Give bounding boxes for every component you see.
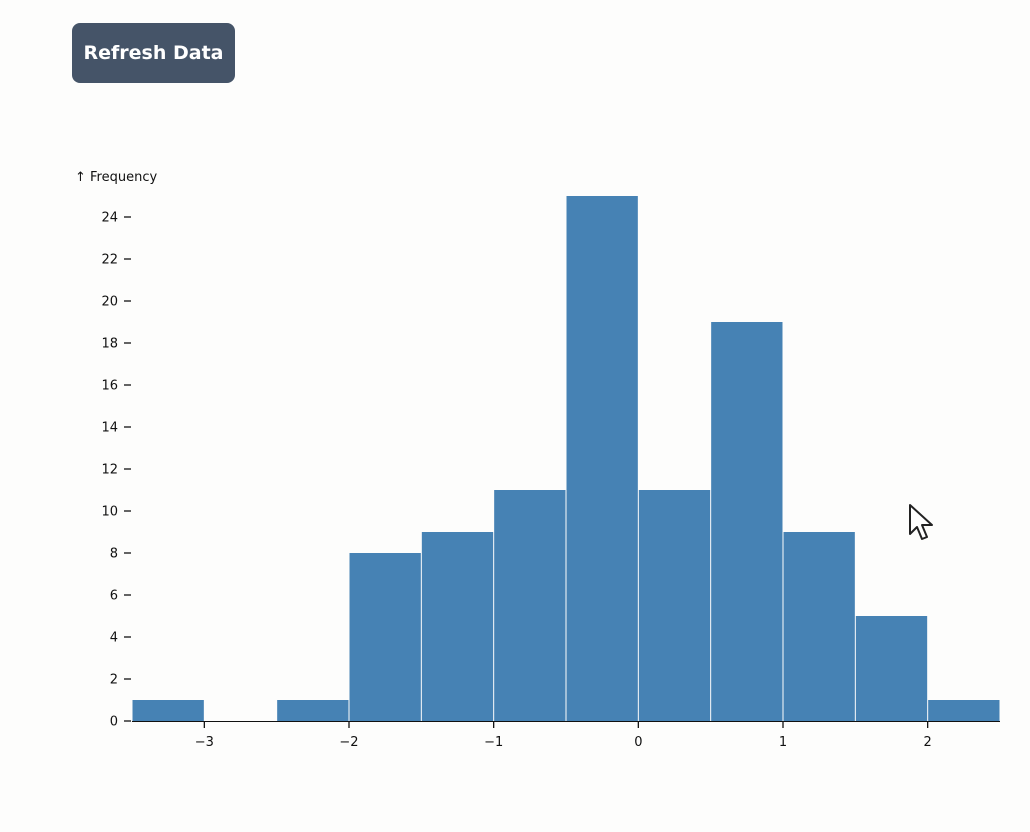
- histogram-bar: [566, 196, 638, 721]
- mouse-pointer-icon: [909, 504, 933, 540]
- y-tick-label: 24: [101, 211, 118, 226]
- x-tick-label: −2: [339, 735, 358, 750]
- histogram-bar: [132, 700, 204, 721]
- y-tick-label: 0: [110, 715, 118, 730]
- x-tick-label: 1: [779, 735, 787, 750]
- histogram-bar: [783, 532, 855, 721]
- histogram-bar: [349, 553, 421, 721]
- x-tick-label: −1: [484, 735, 503, 750]
- x-tick-label: −3: [195, 735, 214, 750]
- y-tick-label: 8: [110, 547, 118, 562]
- y-tick-label: 2: [110, 673, 118, 688]
- y-tick-label: 10: [101, 505, 118, 520]
- histogram-bar: [711, 322, 783, 721]
- histogram-bar: [928, 700, 1000, 721]
- y-tick-label: 16: [101, 379, 118, 394]
- histogram-bar: [277, 700, 349, 721]
- y-tick-label: 22: [101, 253, 118, 268]
- histogram-bar: [494, 490, 566, 721]
- histogram-bar: [638, 490, 711, 721]
- x-axis: −3 −2 −1 0 1 2: [132, 721, 1000, 750]
- refresh-data-button[interactable]: Refresh Data: [72, 23, 235, 83]
- y-tick-label: 4: [110, 631, 118, 646]
- y-tick-label: 12: [101, 463, 118, 478]
- y-axis-label: ↑ Frequency: [75, 170, 157, 185]
- histogram-bar: [421, 532, 494, 721]
- y-tick-label: 18: [101, 337, 118, 352]
- bars-group: [132, 196, 1000, 721]
- histogram-bar: [855, 616, 928, 721]
- x-tick-label: 0: [634, 735, 642, 750]
- y-tick-label: 14: [101, 421, 118, 436]
- y-tick-label: 6: [110, 589, 118, 604]
- y-tick-label: 20: [101, 295, 118, 310]
- x-tick-label: 2: [924, 735, 932, 750]
